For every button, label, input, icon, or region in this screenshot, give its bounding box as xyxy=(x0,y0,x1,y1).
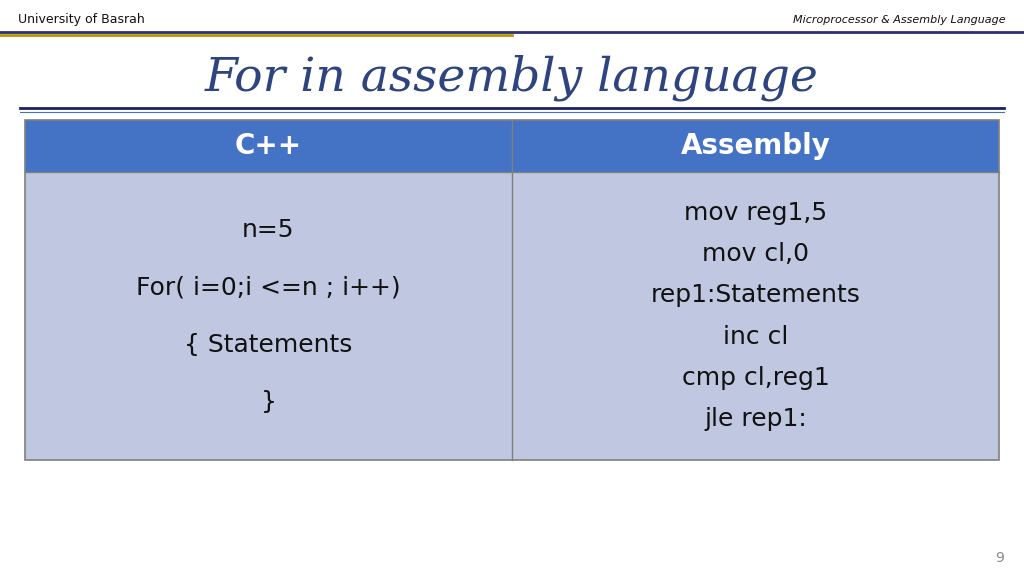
Text: For in assembly language: For in assembly language xyxy=(205,55,819,101)
Text: n=5: n=5 xyxy=(243,218,295,241)
Text: cmp cl,reg1: cmp cl,reg1 xyxy=(682,366,829,390)
Text: rep1:Statements: rep1:Statements xyxy=(650,283,860,308)
Text: inc cl: inc cl xyxy=(723,324,788,348)
Text: 9: 9 xyxy=(995,551,1004,565)
Text: Microprocessor & Assembly Language: Microprocessor & Assembly Language xyxy=(794,15,1006,25)
Text: jle rep1:: jle rep1: xyxy=(705,407,807,431)
Text: Assembly: Assembly xyxy=(681,132,830,160)
Text: }: } xyxy=(260,391,276,414)
Bar xyxy=(25,120,999,460)
Text: For( i=0;i <=n ; i++): For( i=0;i <=n ; i++) xyxy=(136,275,400,299)
Bar xyxy=(512,172,999,460)
Bar xyxy=(25,120,999,172)
Text: { Statements: { Statements xyxy=(184,333,352,357)
Text: University of Basrah: University of Basrah xyxy=(18,13,144,26)
Text: C++: C++ xyxy=(234,132,302,160)
Bar xyxy=(25,172,512,460)
Text: mov reg1,5: mov reg1,5 xyxy=(684,201,827,225)
Text: mov cl,0: mov cl,0 xyxy=(702,242,809,266)
